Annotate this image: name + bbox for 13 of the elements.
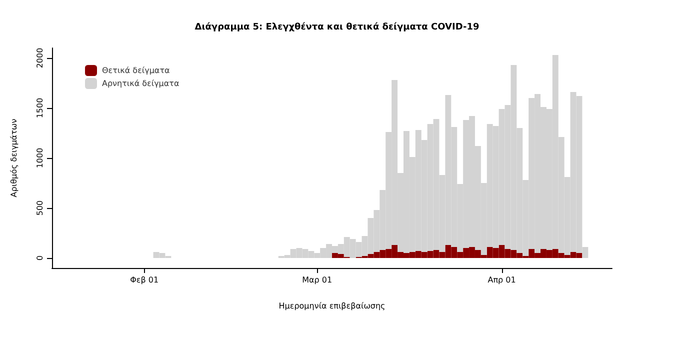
- x-tick-label: Απρ 01: [488, 276, 516, 284]
- y-axis-title: Αριθμός δειγμάτων: [10, 118, 18, 198]
- y-tick-label: 1000: [36, 148, 44, 168]
- y-tick-label: 0: [36, 255, 44, 261]
- x-tick-label: Μαρ 01: [302, 276, 332, 284]
- y-tick-label: 500: [36, 200, 44, 216]
- legend-label: Θετικά δείγματα: [102, 66, 170, 75]
- legend-label: Αρνητικά δείγματα: [102, 79, 180, 88]
- chart-title: Διάγραμμα 5: Ελεγχθέντα και θετικά δείγματα COVID-19: [194, 22, 480, 32]
- y-tick-label: 1500: [36, 98, 44, 118]
- x-tick-label: Φεβ 01: [130, 276, 159, 284]
- y-tick-label: 2000: [36, 48, 44, 68]
- x-axis-title: Ημερομηνία επιβεβαίωσης: [278, 302, 386, 310]
